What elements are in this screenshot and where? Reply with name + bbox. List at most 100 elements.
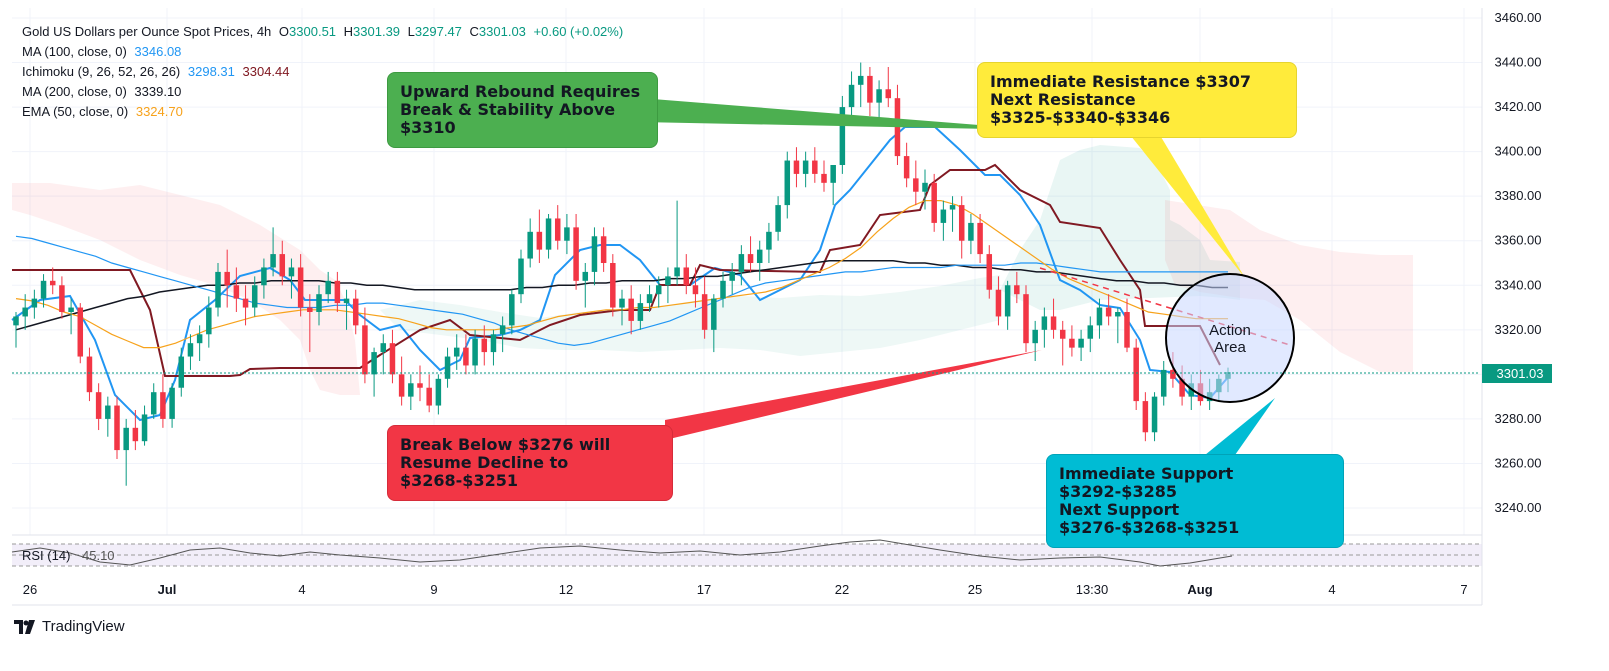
- candle: [389, 329, 396, 384]
- candle-body: [343, 298, 350, 304]
- candle: [22, 294, 28, 330]
- candle-body: [261, 267, 267, 286]
- open-label: O: [278, 24, 290, 39]
- candle: [453, 334, 460, 370]
- price-tick-label: 3240.00: [1495, 500, 1542, 515]
- candle-body: [1004, 285, 1011, 317]
- candle-body: [1124, 312, 1130, 348]
- low-value: 3297.47: [414, 24, 462, 39]
- candle-body: [729, 271, 735, 281]
- indicator-ema50[interactable]: EMA (50, close, 0) 3324.70: [22, 104, 187, 119]
- symbol-legend[interactable]: Gold US Dollars per Ounce Spot Prices, 4…: [22, 24, 627, 39]
- indicator-ma100[interactable]: MA (100, close, 0) 3346.08: [22, 44, 185, 59]
- tradingview-logo-icon: [14, 619, 35, 634]
- candle-body: [848, 84, 855, 108]
- support-callout: Immediate Support $3292-$3285 Next Suppo…: [1046, 454, 1344, 548]
- candle: [711, 294, 717, 353]
- tradingview-logo[interactable]: TradingView: [14, 618, 125, 635]
- candle-body: [720, 280, 726, 299]
- candle: [279, 240, 286, 286]
- candle: [1142, 392, 1149, 442]
- candle-body: [1014, 285, 1020, 295]
- candle-body: [49, 280, 56, 286]
- candle: [619, 289, 625, 326]
- candle: [857, 62, 864, 108]
- candle-body: [150, 392, 157, 415]
- candle: [1078, 329, 1084, 361]
- candle-body: [1041, 316, 1048, 330]
- candle: [49, 267, 56, 295]
- candle-body: [536, 231, 543, 250]
- candle-body: [444, 356, 451, 379]
- price-tick-label: 3400.00: [1495, 144, 1542, 159]
- change-value: +0.60 (+0.02%): [533, 24, 624, 39]
- candle-body: [628, 298, 634, 321]
- time-tick-label: 25: [968, 582, 982, 597]
- indicator-ma200[interactable]: MA (200, close, 0) 3339.10: [22, 84, 185, 99]
- candle: [784, 151, 791, 219]
- candle-body: [472, 338, 478, 366]
- candle: [472, 329, 478, 375]
- indicator-value: 3298.31: [187, 64, 235, 79]
- candle: [591, 227, 598, 286]
- candle-body: [68, 307, 74, 312]
- candle-body: [40, 280, 47, 299]
- candle: [986, 245, 993, 299]
- resistance-pointer: [1110, 110, 1245, 278]
- candle-body: [701, 294, 708, 330]
- time-tick-label: 4: [298, 582, 305, 597]
- candle: [1096, 298, 1103, 339]
- candle-body: [371, 352, 377, 375]
- candle: [839, 95, 846, 174]
- high-label: H: [343, 24, 354, 39]
- candle-body: [1133, 347, 1139, 402]
- candle-body: [196, 334, 203, 344]
- candle: [940, 200, 947, 241]
- candle: [922, 169, 928, 210]
- candle-body: [711, 298, 717, 330]
- indicator-ichimoku[interactable]: Ichimoku (9, 26, 52, 26, 26) 3298.31 330…: [22, 64, 294, 79]
- indicator-value: 3346.08: [134, 44, 182, 59]
- candle-body: [600, 236, 607, 263]
- candle: [610, 254, 616, 317]
- candle: [1133, 338, 1139, 410]
- candle: [720, 271, 726, 308]
- candle: [949, 196, 956, 232]
- candle: [665, 267, 671, 304]
- candle-body: [619, 298, 625, 308]
- candle-body: [839, 107, 846, 165]
- candle-body: [573, 227, 579, 281]
- close-value: 3301.03: [478, 24, 526, 39]
- candle: [444, 347, 451, 388]
- indicator-value: 3324.70: [135, 104, 183, 119]
- candle-body: [435, 378, 442, 406]
- time-axis[interactable]: 26 Jul 4 9 12 17 22 25 13:30 Aug 4 7: [23, 582, 1468, 597]
- time-tick-label: 12: [559, 582, 573, 597]
- candle: [637, 294, 644, 330]
- indicator-label: MA (100, close, 0): [22, 44, 127, 59]
- candle: [1069, 325, 1075, 357]
- candle-body: [59, 285, 65, 312]
- price-tick-label: 3440.00: [1495, 55, 1542, 70]
- candle: [499, 316, 506, 353]
- candle-body: [857, 75, 864, 85]
- candle-body: [885, 89, 892, 99]
- candle: [169, 383, 175, 428]
- candle-body: [876, 89, 882, 103]
- time-tick-label: 9: [430, 582, 437, 597]
- candle-body: [224, 271, 230, 286]
- price-tick-label: 3320.00: [1495, 322, 1542, 337]
- candle-body: [270, 254, 276, 268]
- candle: [527, 218, 533, 268]
- time-tick-label: 22: [835, 582, 849, 597]
- candle-body: [279, 254, 286, 277]
- candle-body: [453, 347, 460, 357]
- candle: [1023, 285, 1029, 353]
- candle: [518, 249, 524, 304]
- candle: [885, 67, 892, 108]
- candle: [68, 298, 74, 335]
- candle: [251, 276, 258, 317]
- candle-body: [307, 307, 313, 312]
- ichimoku-conversion-line: [11, 126, 1231, 422]
